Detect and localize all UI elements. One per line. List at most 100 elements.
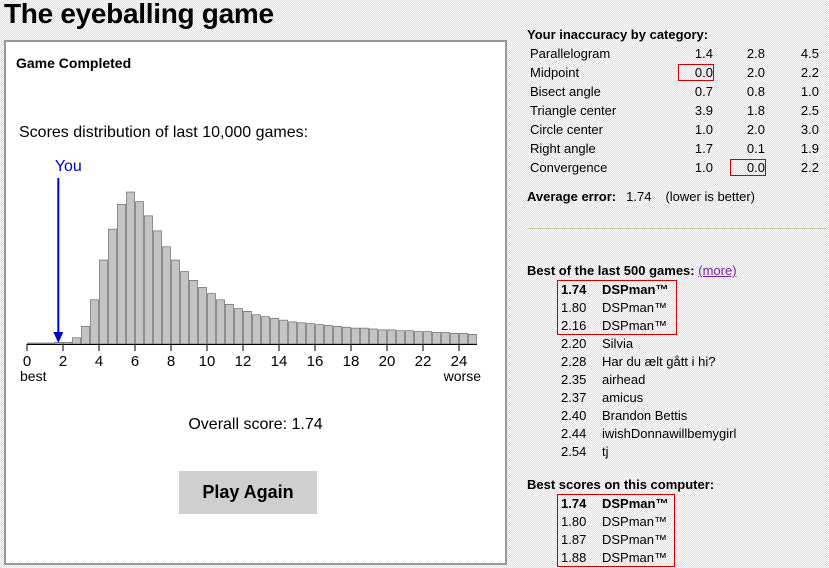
score-value: 1.80 [561, 514, 587, 529]
category-name: Circle center [530, 122, 603, 137]
histogram-bar [243, 311, 252, 345]
histogram-bar [36, 342, 45, 345]
histogram-bar [117, 204, 126, 345]
x-tick-label: 4 [95, 353, 103, 370]
category-value-3: 2.2 [800, 160, 819, 175]
category-name: Triangle center [530, 103, 617, 118]
histogram-bar [288, 321, 297, 345]
histogram-bar [234, 308, 243, 345]
best-local-heading: Best scores on this computer: [527, 477, 715, 492]
histogram-bar [225, 303, 234, 345]
average-error-label: Average error: [527, 189, 617, 204]
histogram-bar [216, 299, 225, 345]
histogram-bar [297, 322, 306, 345]
histogram-bar [279, 319, 288, 345]
histogram-bar [153, 230, 162, 345]
category-name: Parallelogram [530, 46, 611, 61]
you-arrow-head [53, 332, 64, 343]
category-value-2: 1.8 [746, 103, 765, 118]
distribution-label: Scores distribution of last 10,000 games… [19, 124, 309, 141]
score-value: 1.74 [561, 282, 587, 297]
x-tick-label: 12 [235, 353, 252, 370]
x-tick-label: 18 [343, 353, 360, 370]
category-value-1: 1.7 [694, 141, 713, 156]
highlight-box-local [557, 494, 675, 567]
category-value-1: 0.7 [694, 84, 713, 99]
more-link[interactable]: (more) [698, 263, 737, 278]
page-title: The eyeballing game [4, 0, 274, 29]
histogram-bar [27, 342, 36, 345]
category-value-3: 3.0 [800, 122, 819, 137]
x-tick-label: 20 [379, 353, 396, 370]
histogram-bar [441, 332, 450, 345]
histogram-bar [252, 314, 261, 345]
histogram-bar [63, 341, 72, 345]
score-value: 1.88 [561, 550, 587, 565]
category-value-1: 1.0 [694, 160, 713, 175]
histogram-bar [90, 299, 99, 345]
category-name: Bisect angle [530, 84, 601, 99]
histogram-bar [414, 331, 423, 345]
category-value-2: 0.8 [746, 84, 765, 99]
score-value: 2.16 [561, 318, 587, 333]
histogram-bar [351, 327, 360, 345]
average-error: Average error: 1.74 (lower is better) [527, 189, 755, 204]
score-value: 2.44 [561, 426, 587, 441]
category-value-2: 2.0 [746, 65, 765, 80]
histogram-bar [189, 280, 198, 345]
score-value: 2.54 [561, 444, 587, 459]
player-name: DSPman™ [602, 282, 669, 297]
player-name: Brandon Bettis [602, 408, 688, 423]
histogram-bar [450, 333, 459, 345]
player-name: airhead [602, 372, 646, 387]
histogram-bar [144, 215, 153, 345]
player-name: DSPman™ [602, 532, 668, 547]
histogram-bar [81, 326, 90, 345]
category-value-3: 1.0 [800, 84, 819, 99]
histogram-bar [333, 326, 342, 345]
histogram-bar [378, 329, 387, 345]
histogram-bar [270, 318, 279, 345]
category-value-3: 1.9 [800, 141, 819, 156]
player-name: tj [602, 444, 609, 459]
category-value-1: 1.4 [694, 46, 713, 61]
you-label: You [55, 158, 82, 175]
category-value-2: 0.0 [730, 159, 766, 176]
overall-score: Overall score: 1.74 [188, 416, 323, 433]
x-tick-label: 2 [59, 353, 67, 370]
category-name: Midpoint [530, 65, 580, 80]
best500-heading: Best of the last 500 games: (more) [527, 263, 737, 278]
histogram-bar [342, 326, 351, 345]
best500-heading-text: Best of the last 500 games: [527, 263, 695, 278]
histogram-bar [198, 287, 207, 345]
game-completed-heading: Game Completed [16, 55, 132, 71]
score-value: 2.35 [561, 372, 587, 387]
player-name: DSPman™ [602, 514, 668, 529]
x-tick-label: 6 [131, 353, 139, 370]
player-name: DSPman™ [602, 550, 668, 565]
histogram-bar [99, 259, 108, 345]
x-tick-label: 10 [199, 353, 216, 370]
play-again-button[interactable]: Play Again [179, 471, 317, 514]
inaccuracy-heading: Your inaccuracy by category: [527, 27, 709, 42]
category-value-1: 3.9 [694, 103, 713, 118]
histogram-bar [324, 325, 333, 345]
histogram-bar [459, 333, 468, 345]
x-tick-label: 8 [167, 353, 175, 370]
average-error-note: (lower is better) [665, 189, 756, 204]
player-name: amicus [602, 390, 644, 405]
score-value: 2.28 [561, 354, 587, 369]
category-name: Convergence [530, 160, 608, 175]
player-name: DSPman™ [602, 496, 669, 511]
histogram-bar [180, 271, 189, 345]
score-value: 1.87 [561, 532, 587, 547]
histogram-bar [360, 327, 369, 345]
average-error-value: 1.74 [626, 189, 652, 204]
histogram-bar [468, 333, 477, 345]
score-value: 2.37 [561, 390, 587, 405]
score-value: 2.20 [561, 336, 587, 351]
x-tick-label: 24 [451, 353, 468, 370]
x-tick-label: 14 [271, 353, 288, 370]
histogram-bar [126, 191, 135, 345]
game-panel: Game Completed Scores distribution of la… [4, 40, 507, 565]
